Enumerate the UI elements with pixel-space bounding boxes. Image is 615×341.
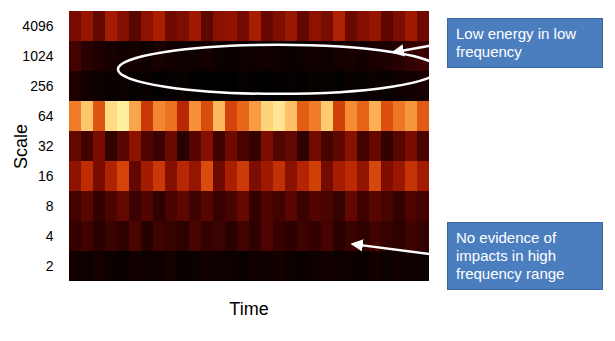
- html-text:No evidence of impacts in high: No evidence of impacts in high frequency…: [456, 229, 565, 282]
- svg-text:1024: 1024: [22, 48, 53, 64]
- html-text:Low energy in low frequency: Low energy in low frequency: [456, 25, 577, 60]
- svg-text:256: 256: [30, 78, 54, 94]
- svg-text:4096: 4096: [22, 18, 53, 34]
- svg-text:Time: Time: [229, 299, 268, 319]
- svg-text:64: 64: [38, 108, 54, 124]
- svg-text:2: 2: [46, 258, 54, 274]
- svg-text:Scale: Scale: [11, 124, 31, 169]
- svg-text:8: 8: [46, 198, 54, 214]
- svg-text:4: 4: [46, 228, 54, 244]
- svg-text:32: 32: [38, 138, 54, 154]
- svg-text:16: 16: [38, 168, 54, 184]
